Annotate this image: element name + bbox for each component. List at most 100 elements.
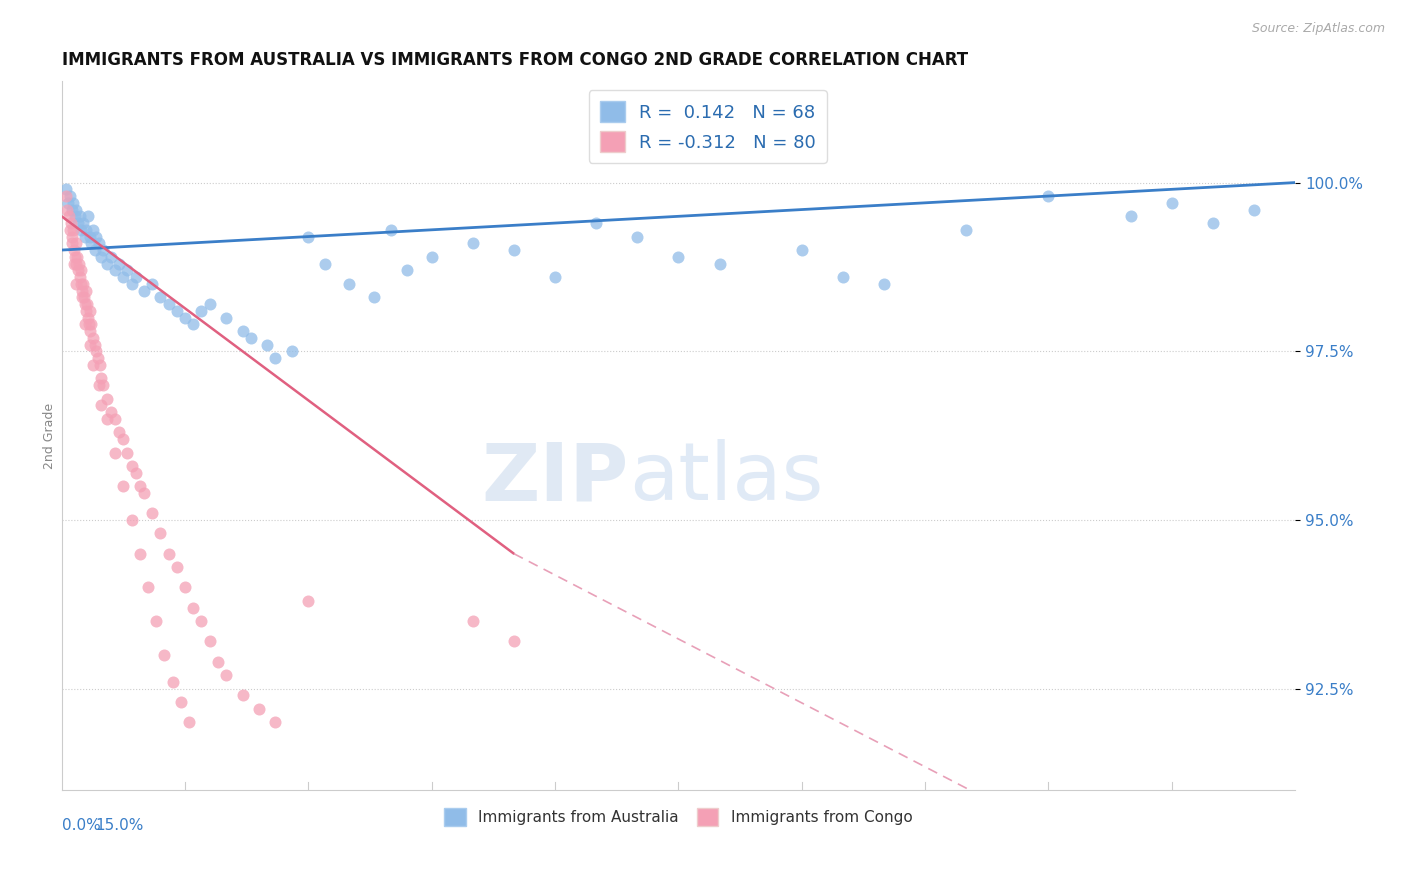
- Point: [59, 189, 82, 203]
- Point: [79, 337, 101, 351]
- Point: [75, 303, 97, 318]
- Point: [544, 270, 567, 285]
- Point: [121, 513, 143, 527]
- Point: [157, 547, 180, 561]
- Point: [420, 250, 443, 264]
- Point: [112, 270, 135, 285]
- Point: [585, 216, 607, 230]
- Point: [121, 277, 143, 291]
- Point: [668, 250, 690, 264]
- Point: [104, 445, 127, 459]
- Point: [198, 297, 221, 311]
- Point: [108, 256, 131, 270]
- Point: [121, 458, 143, 473]
- Point: [77, 210, 100, 224]
- Point: [76, 297, 98, 311]
- Point: [112, 432, 135, 446]
- Point: [125, 270, 148, 285]
- Point: [108, 425, 131, 440]
- Point: [174, 310, 197, 325]
- Point: [141, 506, 163, 520]
- Point: [77, 310, 100, 325]
- Point: [461, 614, 484, 628]
- Point: [112, 479, 135, 493]
- Point: [181, 318, 204, 332]
- Point: [104, 263, 127, 277]
- Point: [89, 358, 111, 372]
- Point: [264, 715, 287, 730]
- Point: [62, 223, 84, 237]
- Point: [91, 243, 114, 257]
- Point: [75, 284, 97, 298]
- Point: [79, 229, 101, 244]
- Point: [157, 297, 180, 311]
- Point: [63, 210, 86, 224]
- Point: [281, 344, 304, 359]
- Point: [90, 371, 112, 385]
- Point: [626, 229, 648, 244]
- Point: [59, 216, 82, 230]
- Point: [1119, 210, 1142, 224]
- Point: [831, 270, 853, 285]
- Point: [73, 290, 96, 304]
- Point: [96, 392, 118, 406]
- Point: [1160, 195, 1182, 210]
- Point: [63, 250, 86, 264]
- Point: [117, 263, 139, 277]
- Point: [149, 290, 172, 304]
- Point: [380, 223, 402, 237]
- Text: 15.0%: 15.0%: [96, 818, 143, 833]
- Point: [190, 614, 212, 628]
- Point: [136, 581, 159, 595]
- Point: [55, 189, 77, 203]
- Point: [125, 466, 148, 480]
- Point: [104, 411, 127, 425]
- Point: [65, 256, 87, 270]
- Point: [77, 318, 100, 332]
- Point: [65, 236, 87, 251]
- Point: [132, 284, 155, 298]
- Point: [70, 284, 93, 298]
- Point: [63, 256, 86, 270]
- Point: [215, 310, 238, 325]
- Point: [90, 398, 112, 412]
- Point: [100, 250, 122, 264]
- Point: [80, 318, 103, 332]
- Point: [70, 263, 93, 277]
- Point: [60, 229, 83, 244]
- Point: [82, 358, 104, 372]
- Point: [79, 324, 101, 338]
- Point: [232, 324, 254, 338]
- Point: [198, 634, 221, 648]
- Point: [264, 351, 287, 365]
- Point: [297, 594, 319, 608]
- Point: [503, 634, 526, 648]
- Text: atlas: atlas: [628, 439, 824, 517]
- Point: [72, 216, 94, 230]
- Point: [166, 560, 188, 574]
- Point: [60, 202, 83, 217]
- Point: [69, 210, 91, 224]
- Point: [100, 405, 122, 419]
- Point: [503, 243, 526, 257]
- Point: [90, 250, 112, 264]
- Point: [232, 689, 254, 703]
- Point: [256, 337, 278, 351]
- Point: [79, 303, 101, 318]
- Point: [179, 715, 201, 730]
- Text: ZIP: ZIP: [482, 439, 628, 517]
- Point: [96, 256, 118, 270]
- Point: [83, 337, 105, 351]
- Point: [82, 223, 104, 237]
- Point: [174, 581, 197, 595]
- Point: [67, 263, 90, 277]
- Point: [153, 648, 176, 662]
- Point: [65, 202, 87, 217]
- Point: [149, 526, 172, 541]
- Point: [790, 243, 813, 257]
- Text: Source: ZipAtlas.com: Source: ZipAtlas.com: [1251, 22, 1385, 36]
- Point: [1038, 189, 1060, 203]
- Text: 0.0%: 0.0%: [62, 818, 100, 833]
- Point: [55, 182, 77, 196]
- Point: [128, 479, 150, 493]
